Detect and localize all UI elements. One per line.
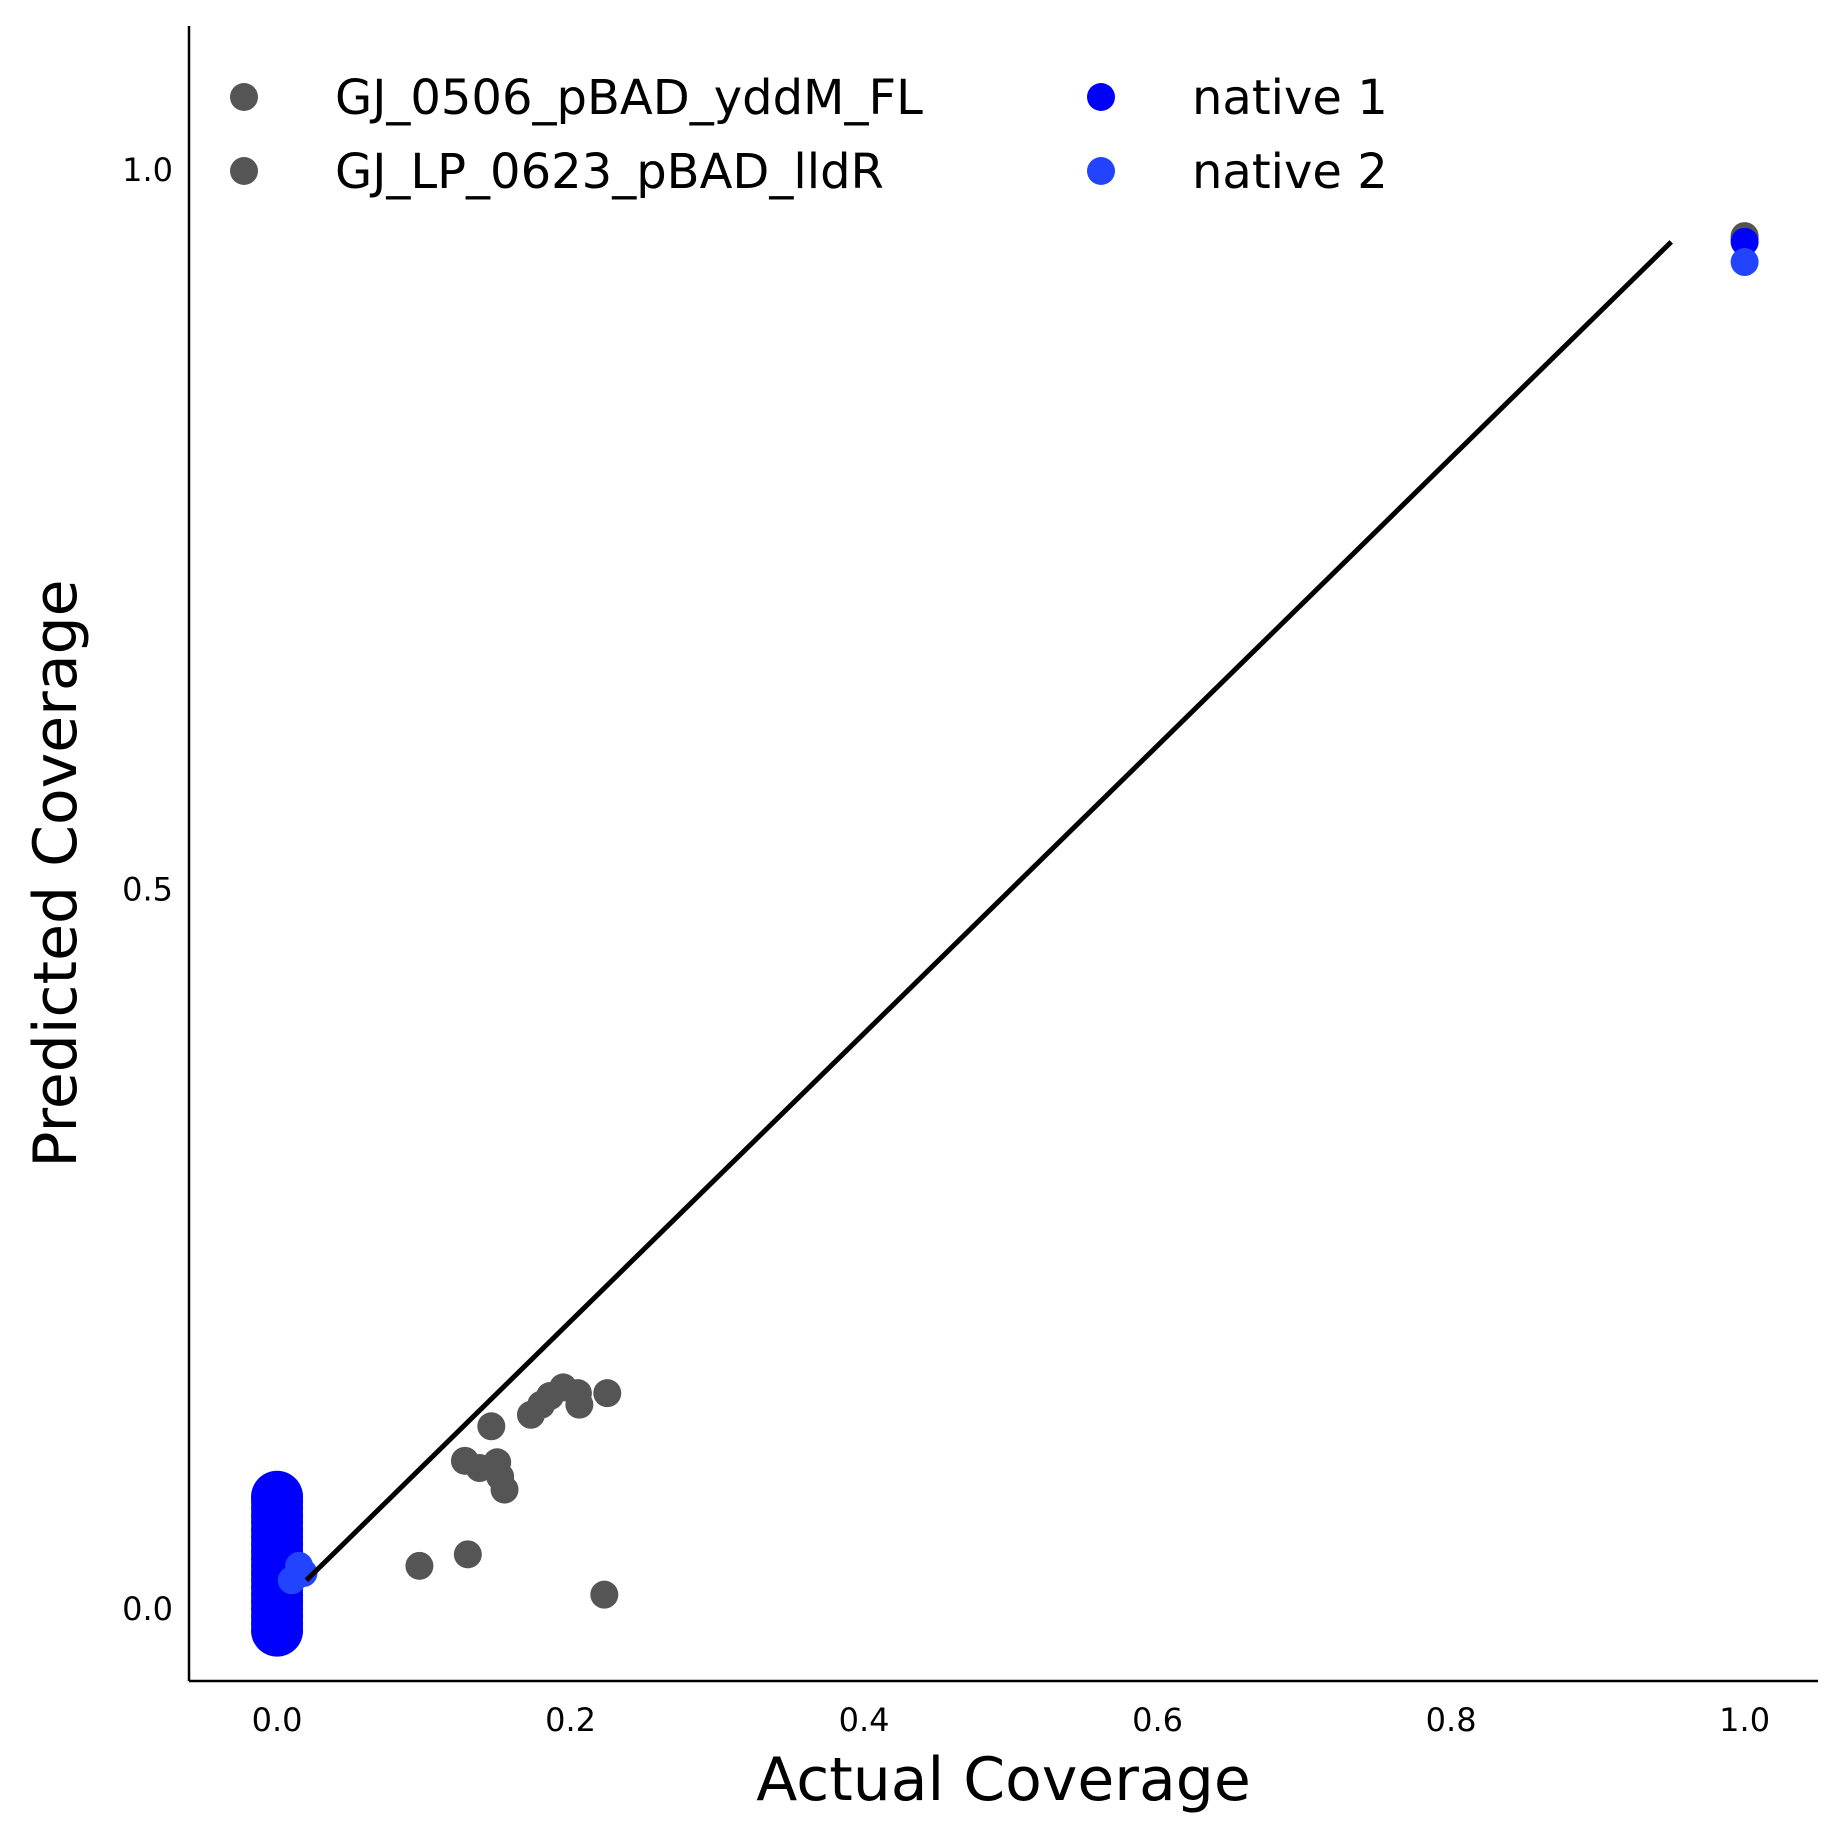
legend-entry: GJ_0506_pBAD_yddM_FL [230,70,923,126]
legend-marker [230,157,258,185]
y-tick-label: 0.0 [122,1590,173,1628]
data-point [1730,227,1759,256]
legend-marker [1087,83,1115,111]
points-layer [251,222,1759,1657]
legend: GJ_0506_pBAD_yddM_FL GJ_LP_0623_pBAD_lldR… [230,70,1388,200]
x-tick-label: 1.0 [1719,1701,1770,1739]
y-tick-label: 1.0 [122,151,173,189]
legend-entry: GJ_LP_0623_pBAD_lldR [230,144,884,200]
data-point [590,1580,619,1609]
legend-label: GJ_LP_0623_pBAD_lldR [335,144,884,200]
series-1 [405,222,1759,1609]
legend-entry: native 2 [1087,144,1388,200]
data-point [593,1379,622,1408]
x-tick-label: 0.2 [545,1701,596,1739]
data-point [405,1551,434,1580]
legend-marker [1087,157,1115,185]
y-tick-labels: 0.0 0.5 1.0 [122,151,173,1628]
y-tick-label: 0.5 [122,870,173,908]
legend-label: GJ_0506_pBAD_yddM_FL [335,70,923,126]
data-point [251,1470,304,1523]
legend-entry: native 1 [1087,70,1388,126]
x-tick-label: 0.8 [1426,1701,1477,1739]
y-axis-label: Predicted Coverage [21,579,91,1167]
reference-line-layer [304,240,1673,1583]
legend-marker [230,83,258,111]
x-axis-label: Actual Coverage [756,1745,1251,1815]
axes-layer [187,26,1818,1683]
data-point [1730,248,1759,277]
x-tick-label: 0.0 [252,1701,303,1739]
series-3 [251,227,1759,1657]
data-point [453,1540,482,1569]
legend-label: native 1 [1192,70,1388,126]
x-tick-label: 0.6 [1132,1701,1183,1739]
reference-line [304,240,1673,1583]
x-tick-labels: 0.0 0.2 0.4 0.6 0.8 1.0 [252,1701,1770,1739]
series-4 [277,248,1759,1595]
data-point [565,1390,594,1419]
data-point [490,1475,519,1504]
data-point [477,1412,506,1441]
x-tick-label: 0.4 [839,1701,890,1739]
data-point [277,1566,306,1595]
legend-label: native 2 [1192,144,1388,200]
